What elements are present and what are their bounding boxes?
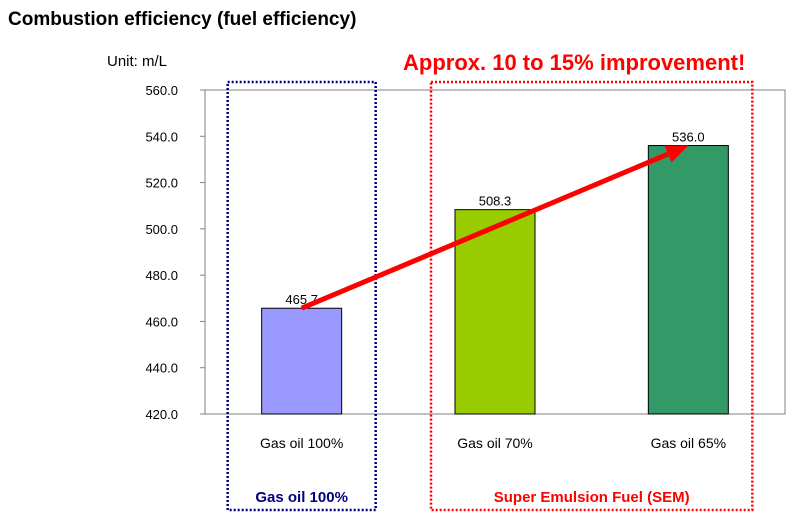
trend-arrow xyxy=(300,145,689,311)
y-tick-label: 500.0 xyxy=(145,222,178,237)
group-box-2 xyxy=(429,80,754,512)
trend-arrow-line xyxy=(300,151,670,311)
x-category-label: Gas oil 70% xyxy=(457,435,532,451)
unit-label: Unit: m/L xyxy=(107,53,167,70)
y-tick-label: 480.0 xyxy=(145,268,178,283)
y-tick-label: 440.0 xyxy=(145,361,178,376)
group-box-1 xyxy=(226,80,377,512)
y-axis: 420.0 440.0 460.0 480.0 500.0 520.0 540.0 560.0 xyxy=(145,83,205,422)
y-tick-label: 520.0 xyxy=(145,176,178,191)
y-tick-label: 540.0 xyxy=(145,129,178,144)
chart-title: Combustion efficiency (fuel efficiency) xyxy=(8,9,356,30)
y-tick-label: 420.0 xyxy=(145,407,178,422)
group-label: Gas oil 100% xyxy=(255,489,348,506)
bar-2 xyxy=(454,209,536,415)
x-category-label: Gas oil 65% xyxy=(651,435,726,451)
x-axis-labels: Gas oil 100% Gas oil 70% Gas oil 65% xyxy=(260,435,726,451)
group-label: Super Emulsion Fuel (SEM) xyxy=(494,489,690,506)
plot-area: 420.0 440.0 460.0 480.0 500.0 520.0 540.0 560.0… xyxy=(145,83,786,451)
bar-value-label: 508.3 xyxy=(479,194,512,209)
y-tick-label: 560.0 xyxy=(145,83,178,98)
bars xyxy=(261,145,729,415)
bar-3 xyxy=(647,145,729,415)
x-category-label: Gas oil 100% xyxy=(260,435,343,451)
trend-arrow-head xyxy=(664,145,689,163)
bar-value-label: 536.0 xyxy=(672,130,705,145)
improvement-annotation: Approx. 10 to 15% improvement! xyxy=(403,50,745,75)
group-boxes: Gas oil 100% Super Emulsion Fuel (SEM) xyxy=(226,80,754,512)
y-tick-label: 460.0 xyxy=(145,314,178,329)
bar-1 xyxy=(261,307,343,415)
